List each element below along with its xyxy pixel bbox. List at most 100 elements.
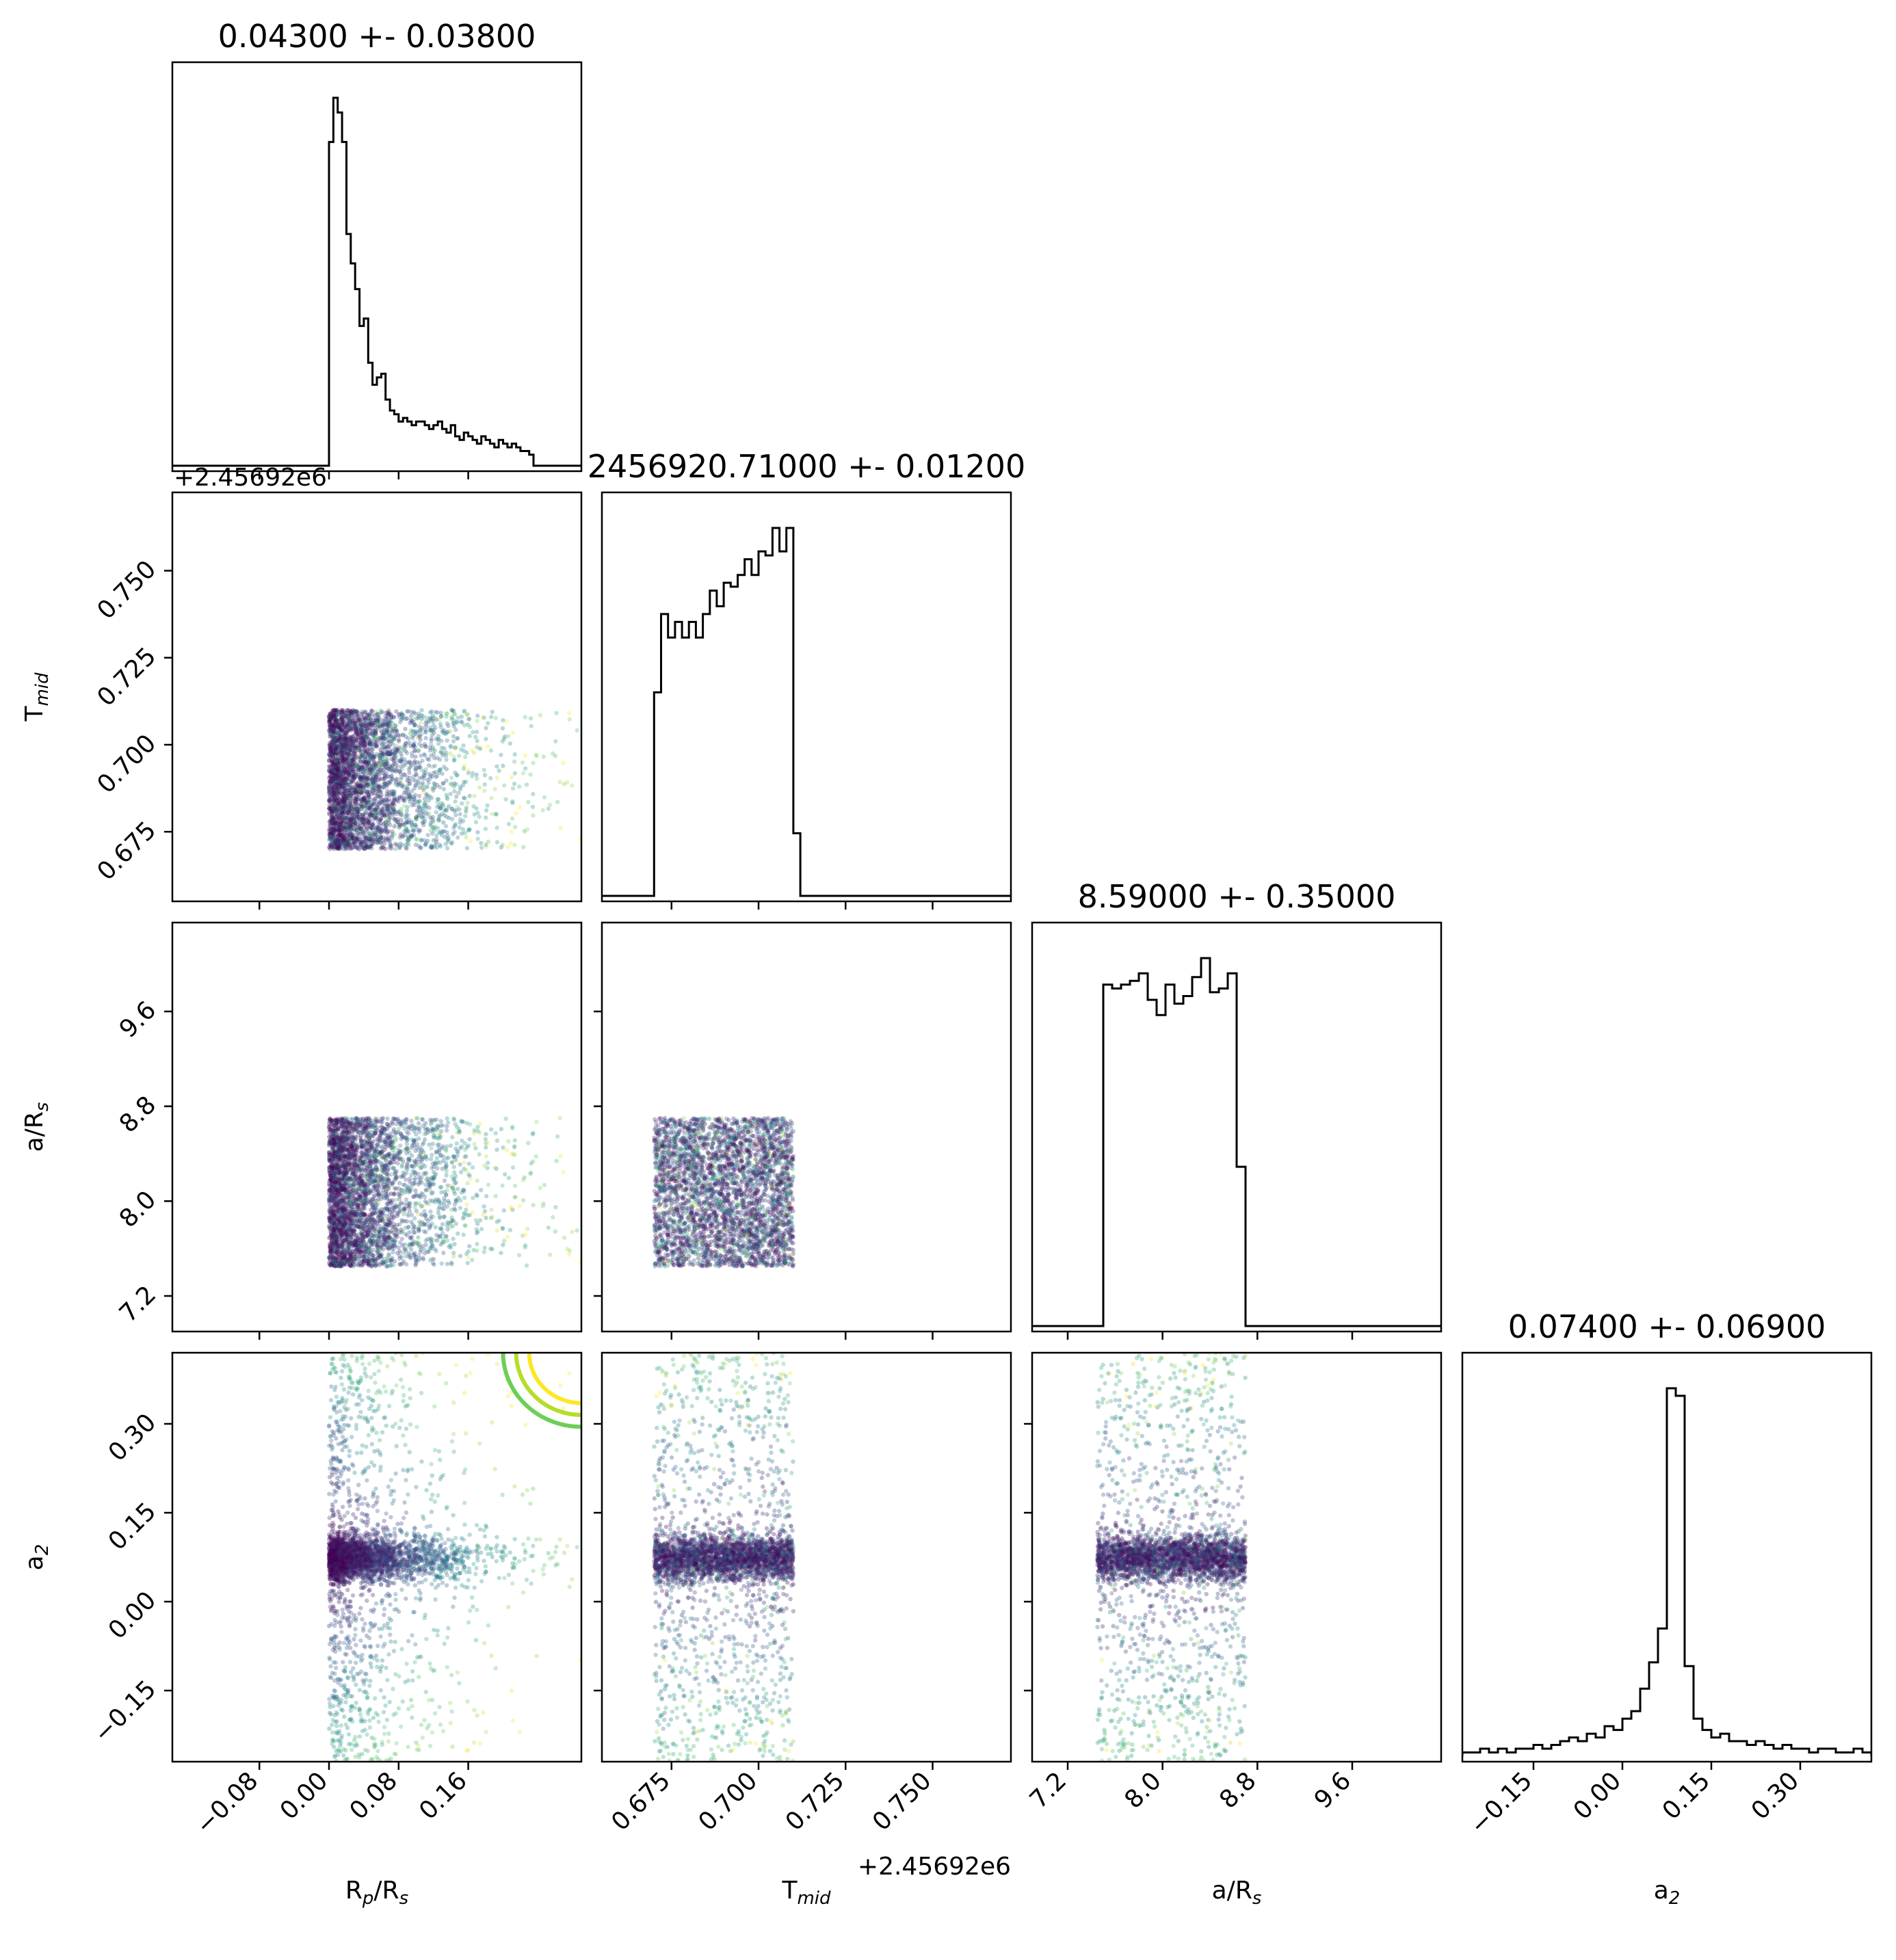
sample-point xyxy=(567,1252,572,1257)
sample-point xyxy=(350,822,356,827)
sample-point xyxy=(473,734,478,739)
sample-point xyxy=(350,742,356,747)
sample-point xyxy=(351,835,356,840)
sample-point xyxy=(495,764,499,769)
sample-point xyxy=(484,844,488,849)
sample-point xyxy=(411,774,416,779)
sample-point xyxy=(401,797,406,803)
sample-point xyxy=(365,818,369,823)
sample-point xyxy=(335,713,340,717)
sample-point xyxy=(328,773,333,778)
sample-point xyxy=(423,806,428,810)
sample-point xyxy=(412,823,417,827)
sample-point xyxy=(443,808,448,812)
sample-point xyxy=(360,814,365,819)
sample-point xyxy=(425,812,430,817)
sample-point xyxy=(332,797,337,802)
sample-point xyxy=(377,724,382,729)
sample-point xyxy=(400,732,406,738)
sample-point xyxy=(399,767,404,772)
sample-point xyxy=(372,762,378,767)
sample-point xyxy=(369,723,374,728)
sample-point xyxy=(340,806,345,811)
sample-point xyxy=(328,723,332,728)
sample-point xyxy=(345,782,350,787)
sample-point xyxy=(386,835,391,840)
sample-point xyxy=(329,715,334,719)
sample-point xyxy=(339,840,343,845)
sample-point xyxy=(372,736,377,741)
sample-point xyxy=(350,786,354,791)
sample-point xyxy=(441,829,446,834)
sample-point xyxy=(349,709,354,714)
sample-point xyxy=(351,788,356,793)
sample-point xyxy=(361,797,366,802)
sample-point xyxy=(373,776,378,781)
sample-point xyxy=(432,715,438,720)
sample-point xyxy=(425,777,430,782)
sample-point xyxy=(423,767,428,772)
sample-point xyxy=(397,845,402,851)
sample-point xyxy=(379,835,384,840)
sample-point xyxy=(343,780,347,786)
sample-point xyxy=(386,764,391,769)
sample-point xyxy=(339,821,343,826)
sample-point xyxy=(327,752,332,758)
sample-point xyxy=(451,721,456,726)
sample-point xyxy=(388,752,393,756)
sample-point xyxy=(418,828,423,833)
sample-point xyxy=(551,751,555,756)
sample-point xyxy=(368,716,373,721)
sample-point xyxy=(364,729,369,734)
sample-point xyxy=(404,808,410,813)
sample-point xyxy=(372,815,377,820)
sample-point xyxy=(444,714,449,719)
sample-point xyxy=(408,713,414,719)
sample-point xyxy=(332,721,337,726)
sample-point xyxy=(380,722,384,727)
sample-point xyxy=(342,715,347,719)
sample-point xyxy=(378,724,383,729)
sample-point xyxy=(367,817,372,822)
sample-point xyxy=(362,739,367,743)
sample-point xyxy=(363,734,368,739)
sample-point xyxy=(363,709,368,714)
sample-point xyxy=(369,778,373,783)
sample-point xyxy=(398,751,403,756)
sample-point xyxy=(482,1204,486,1209)
sample-point xyxy=(463,807,469,812)
sample-point xyxy=(371,729,376,734)
sample-point xyxy=(380,764,385,769)
sample-point xyxy=(333,800,338,805)
sample-point xyxy=(372,754,377,759)
sample-point xyxy=(388,823,393,827)
sample-point xyxy=(331,727,336,732)
sample-point xyxy=(555,799,560,804)
sample-point xyxy=(354,802,359,807)
sample-point xyxy=(375,743,380,748)
sample-point xyxy=(445,730,449,735)
sample-point xyxy=(393,809,397,814)
sample-point xyxy=(405,709,410,714)
sample-point xyxy=(328,753,334,758)
sample-point xyxy=(393,847,398,851)
sample-point xyxy=(354,709,359,714)
sample-point xyxy=(371,720,377,725)
sample-point xyxy=(359,802,365,806)
sample-point xyxy=(383,828,388,834)
sample-point xyxy=(347,723,352,728)
sample-point xyxy=(335,765,340,769)
sample-point xyxy=(364,724,369,729)
sample-point xyxy=(404,750,410,756)
sample-point xyxy=(341,738,346,743)
sample-point xyxy=(335,760,341,765)
sample-point xyxy=(338,760,343,766)
sample-point xyxy=(349,758,354,763)
sample-point xyxy=(341,739,346,744)
sample-point xyxy=(328,747,332,752)
sample-point xyxy=(353,776,358,780)
sample-point xyxy=(404,1219,410,1224)
sample-point xyxy=(332,708,337,713)
sample-point xyxy=(356,772,361,777)
sample-point xyxy=(375,810,380,816)
